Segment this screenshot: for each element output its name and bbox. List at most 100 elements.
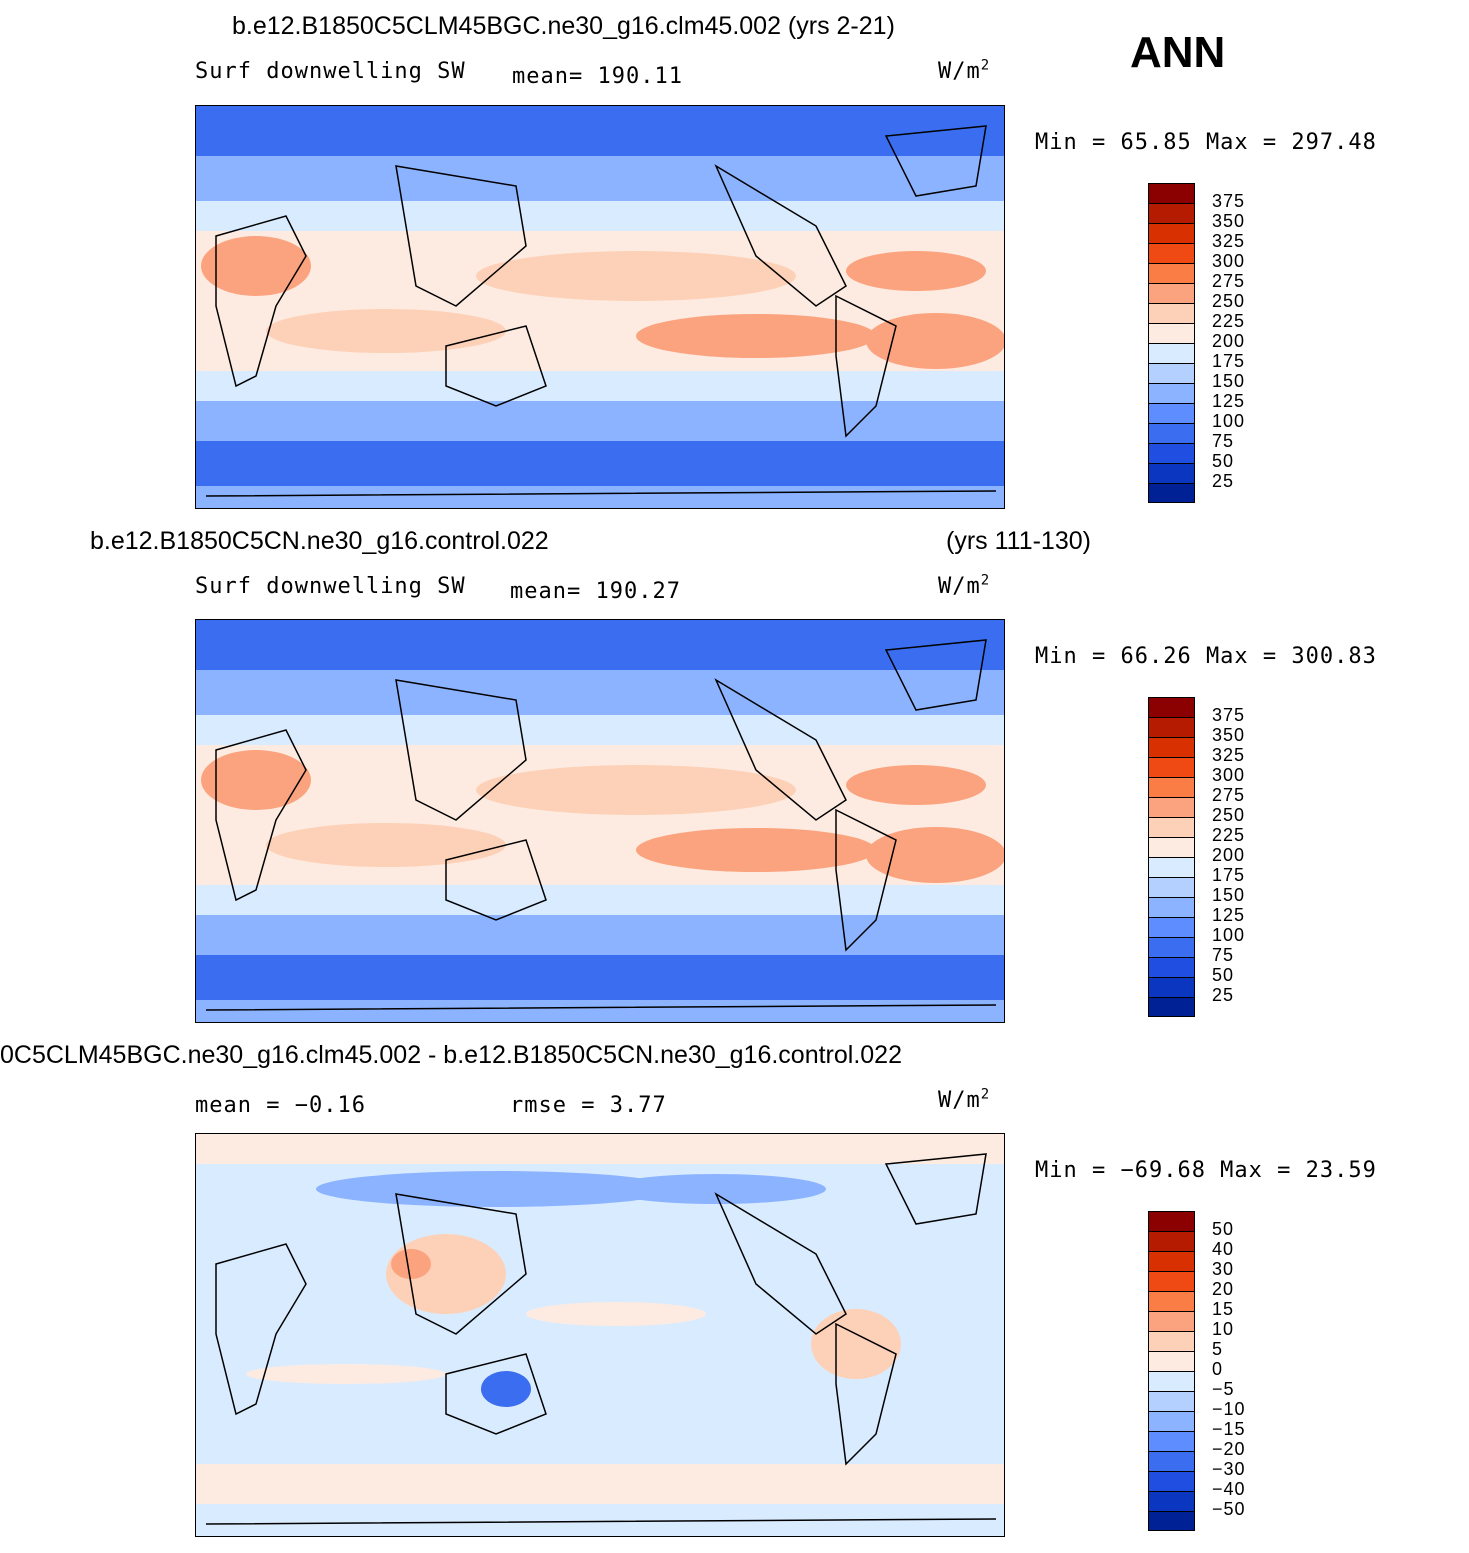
colorbar-level-label: 200 xyxy=(1212,331,1246,351)
panel1-variable-label: Surf downwelling SW xyxy=(195,59,466,84)
colorbar-swatch xyxy=(1148,203,1195,223)
panel3-mean: mean = −0.16 xyxy=(195,1093,366,1118)
colorbar-swatch xyxy=(1148,363,1195,383)
colorbar-level-label: −40 xyxy=(1212,1479,1246,1499)
colorbar-level-label: 150 xyxy=(1212,885,1246,905)
season-label: ANN xyxy=(1130,28,1226,77)
colorbar-level-label: 125 xyxy=(1212,391,1246,411)
colorbar-swatch xyxy=(1148,303,1195,323)
panel2-variable-label: Surf downwelling SW xyxy=(195,574,466,599)
colorbar-level-label: 250 xyxy=(1212,805,1246,825)
colorbar-swatch xyxy=(1148,1351,1195,1371)
colorbar-level-label: −5 xyxy=(1212,1379,1235,1399)
colorbar-level-label: 275 xyxy=(1212,785,1246,805)
panel1-map-svg xyxy=(196,106,1004,508)
colorbar-swatch xyxy=(1148,423,1195,443)
colorbar-swatch xyxy=(1148,1311,1195,1331)
colorbar-level-label: 350 xyxy=(1212,725,1246,745)
colorbar-swatch xyxy=(1148,483,1195,503)
colorbar-swatch xyxy=(1148,263,1195,283)
colorbar-swatch xyxy=(1148,797,1195,817)
colorbar-level-label: 325 xyxy=(1212,745,1246,765)
colorbar-swatch xyxy=(1148,343,1195,363)
panel1-title: b.e12.B1850C5CLM45BGC.ne30_g16.clm45.002… xyxy=(232,12,895,40)
colorbar-level-label: 75 xyxy=(1212,945,1235,965)
panel3-map-svg xyxy=(196,1134,1004,1536)
colorbar-level-label: −10 xyxy=(1212,1399,1246,1419)
panel3-rmse: rmse = 3.77 xyxy=(510,1093,667,1118)
colorbar-level-label: 175 xyxy=(1212,865,1246,885)
colorbar-level-label: 50 xyxy=(1212,965,1235,985)
colorbar-level-label: 100 xyxy=(1212,925,1246,945)
colorbar-level-label: 10 xyxy=(1212,1319,1235,1339)
colorbar-level-label: 200 xyxy=(1212,845,1246,865)
colorbar-swatch xyxy=(1148,1231,1195,1251)
colorbar-level-label: 75 xyxy=(1212,431,1235,451)
colorbar-level-label: 25 xyxy=(1212,471,1235,491)
panel2-map-svg xyxy=(196,620,1004,1022)
colorbar-swatch xyxy=(1148,1271,1195,1291)
colorbar-swatch xyxy=(1148,1451,1195,1471)
colorbar-swatch xyxy=(1148,1471,1195,1491)
colorbar-level-label: 100 xyxy=(1212,411,1246,431)
colorbar-swatch xyxy=(1148,1491,1195,1511)
colorbar-level-label: 325 xyxy=(1212,231,1246,251)
panel1-mean: mean= 190.11 xyxy=(512,64,683,89)
colorbar-level-label: 150 xyxy=(1212,371,1246,391)
colorbar-swatch xyxy=(1148,223,1195,243)
colorbar-swatch xyxy=(1148,917,1195,937)
panel3-units: W/m2 xyxy=(938,1086,991,1113)
panel2-years: (yrs 111-130) xyxy=(946,527,1091,555)
colorbar-level-label: −50 xyxy=(1212,1499,1246,1519)
colorbar-level-label: 5 xyxy=(1212,1339,1224,1359)
colorbar-swatch xyxy=(1148,1411,1195,1431)
colorbar-level-label: 125 xyxy=(1212,905,1246,925)
colorbar-level-label: 20 xyxy=(1212,1279,1235,1299)
panel1-colorbar xyxy=(1148,183,1195,503)
colorbar-swatch xyxy=(1148,403,1195,423)
colorbar-swatch xyxy=(1148,1391,1195,1411)
colorbar-swatch xyxy=(1148,243,1195,263)
panel2-units: W/m2 xyxy=(938,572,991,599)
colorbar-swatch xyxy=(1148,857,1195,877)
colorbar-swatch xyxy=(1148,1291,1195,1311)
colorbar-level-label: 50 xyxy=(1212,1219,1235,1239)
panel3-colorbar xyxy=(1148,1211,1195,1531)
colorbar-swatch xyxy=(1148,323,1195,343)
colorbar-swatch xyxy=(1148,997,1195,1017)
colorbar-swatch xyxy=(1148,283,1195,303)
panel2-mean: mean= 190.27 xyxy=(510,579,681,604)
colorbar-level-label: 175 xyxy=(1212,351,1246,371)
colorbar-level-label: 50 xyxy=(1212,451,1235,471)
panel2-map xyxy=(195,619,1005,1023)
panel1-map xyxy=(195,105,1005,509)
colorbar-swatch xyxy=(1148,1251,1195,1271)
panel3-title: 0C5CLM45BGC.ne30_g16.clm45.002 - b.e12.B… xyxy=(0,1041,902,1069)
colorbar-swatch xyxy=(1148,737,1195,757)
panel3-map xyxy=(195,1133,1005,1537)
panel1-minmax: Min = 65.85 Max = 297.48 xyxy=(1035,130,1377,155)
colorbar-level-label: −15 xyxy=(1212,1419,1246,1439)
colorbar-swatch xyxy=(1148,463,1195,483)
colorbar-swatch xyxy=(1148,1431,1195,1451)
colorbar-level-label: −20 xyxy=(1212,1439,1246,1459)
colorbar-swatch xyxy=(1148,937,1195,957)
colorbar-swatch xyxy=(1148,443,1195,463)
colorbar-swatch xyxy=(1148,817,1195,837)
colorbar-swatch xyxy=(1148,1211,1195,1231)
colorbar-swatch xyxy=(1148,1331,1195,1351)
colorbar-level-label: 375 xyxy=(1212,191,1246,211)
colorbar-level-label: 225 xyxy=(1212,825,1246,845)
panel2-colorbar xyxy=(1148,697,1195,1017)
colorbar-level-label: 0 xyxy=(1212,1359,1224,1379)
colorbar-level-label: 275 xyxy=(1212,271,1246,291)
colorbar-level-label: 350 xyxy=(1212,211,1246,231)
colorbar-swatch xyxy=(1148,877,1195,897)
colorbar-swatch xyxy=(1148,757,1195,777)
colorbar-swatch xyxy=(1148,897,1195,917)
colorbar-swatch xyxy=(1148,717,1195,737)
colorbar-level-label: 15 xyxy=(1212,1299,1235,1319)
colorbar-level-label: 25 xyxy=(1212,985,1235,1005)
colorbar-swatch xyxy=(1148,957,1195,977)
colorbar-swatch xyxy=(1148,183,1195,203)
